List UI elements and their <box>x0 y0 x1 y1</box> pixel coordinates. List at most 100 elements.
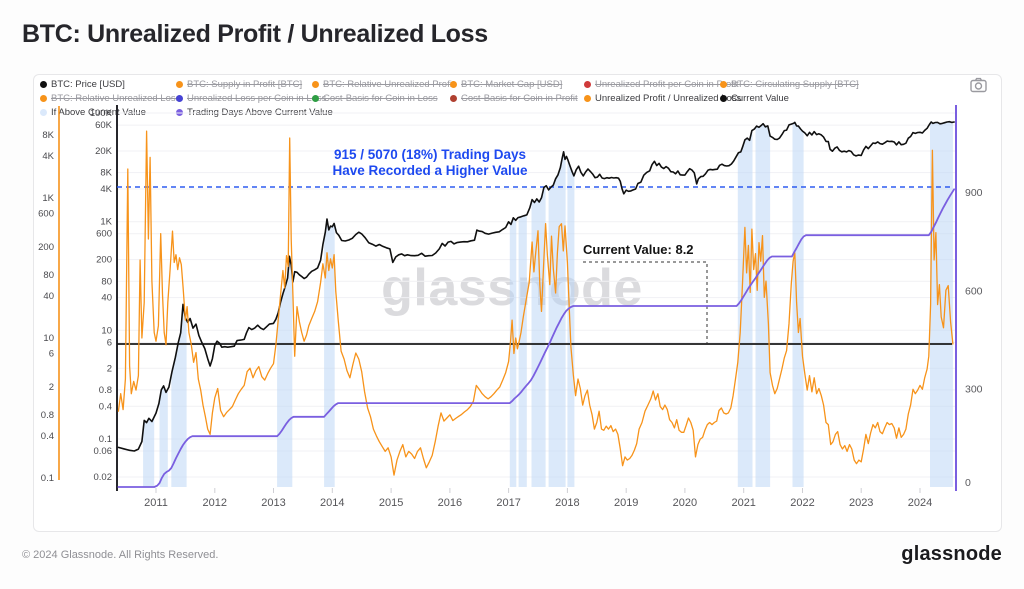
count-tick-label: 600 <box>965 285 983 297</box>
legend-item[interactable]: Unrealized Loss per Coin in Loss <box>176 93 326 104</box>
ratio-tick-label: 10 <box>43 333 54 344</box>
above-current-value-band <box>548 151 566 488</box>
glassnode-logo: glassnode <box>901 543 1002 565</box>
price-tick-label: 2 <box>107 363 112 374</box>
current-value-bracket <box>583 261 708 344</box>
above-current-value-band <box>171 304 187 487</box>
legend-swatch-icon <box>176 95 183 102</box>
x-tick-label: 2022 <box>790 497 814 509</box>
ratio-tick-label: 40 <box>43 291 54 302</box>
above-current-value-band <box>567 158 575 488</box>
ratio-tick-label: 0.8 <box>41 410 54 421</box>
price-tick-label: 6 <box>107 337 112 348</box>
legend-item[interactable]: BTC: Market Cap [USD] <box>450 79 562 90</box>
legend-swatch-icon <box>720 81 727 88</box>
x-tick-label: 2021 <box>731 497 755 509</box>
price-tick-label: 60K <box>95 120 113 131</box>
legend-swatch-icon <box>312 81 319 88</box>
legend-swatch-icon <box>312 95 319 102</box>
legend-swatch-icon <box>40 109 47 116</box>
legend-item-label: BTC: Relative Unrealized Profit <box>323 79 455 90</box>
legend-item[interactable]: Unrealized Profit per Coin in Profit <box>584 79 739 90</box>
count-tick-label: 300 <box>965 384 983 396</box>
legend-swatch-icon <box>450 95 457 102</box>
x-tick-label: 2011 <box>144 497 168 509</box>
ratio-tick-label: 80 <box>43 270 54 281</box>
legend-swatch-icon <box>40 81 47 88</box>
ratio-tick-label: 200 <box>38 242 54 253</box>
legend-item[interactable]: BTC: Circulating Supply [BTC] <box>720 79 859 90</box>
above-current-value-band <box>792 122 804 488</box>
legend-swatch-icon <box>450 81 457 88</box>
legend-item[interactable]: Cost-Basis for Coin in Loss <box>312 93 438 104</box>
legend-item-label: Unrealized Profit / Unrealized Loss <box>595 93 742 104</box>
price-tick-label: 600 <box>96 229 112 240</box>
ratio-tick-label: 2 <box>49 382 54 393</box>
legend-item[interactable]: BTC: Relative Unrealized Loss <box>40 93 180 104</box>
legend-item-label: Cost-Basis for Coin in Loss <box>323 93 438 104</box>
ratio-tick-label: 1K <box>42 193 54 204</box>
legend-swatch-icon <box>176 81 183 88</box>
legend-item-label: Current Value <box>731 93 789 104</box>
trading-days-line <box>117 188 955 488</box>
legend-item[interactable]: BTC: Relative Unrealized Profit <box>312 79 454 90</box>
ratio-tick-label: 8K <box>42 130 54 141</box>
above-current-value-band <box>737 130 753 487</box>
legend-item[interactable]: BTC: Supply in Profit [BTC] <box>176 79 302 90</box>
price-tick-label: 0.4 <box>99 401 112 412</box>
ratio-tick-label: 0.4 <box>41 431 54 442</box>
x-tick-label: 2017 <box>496 497 520 509</box>
x-tick-label: 2013 <box>261 497 285 509</box>
legend-swatch-icon <box>584 95 591 102</box>
annotation-trading-days: 915 / 5070 (18%) Trading Days Have Recor… <box>295 147 565 179</box>
legend-item-label: If Above Current Value <box>51 107 146 118</box>
above-current-value-band <box>509 217 517 488</box>
price-tick-label: 0.8 <box>99 385 112 396</box>
copyright: © 2024 Glassnode. All Rights Reserved. <box>22 549 219 561</box>
legend-item-label: BTC: Relative Unrealized Loss <box>51 93 181 104</box>
legend-item-label: Unrealized Profit per Coin in Profit <box>595 79 739 90</box>
annotation-trading-days-line1: 915 / 5070 (18%) Trading Days <box>333 147 527 162</box>
legend-item[interactable]: Cost-Basis for Coin in Profit <box>450 93 578 104</box>
above-current-value-band <box>324 219 335 487</box>
price-tick-label: 200 <box>96 255 112 266</box>
price-tick-label: 8K <box>100 168 112 179</box>
ratio-tick-label: 600 <box>38 209 54 220</box>
x-tick-label: 2012 <box>203 497 227 509</box>
price-tick-label: 100K <box>90 108 113 119</box>
annotation-trading-days-line2: Have Recorded a Higher Value <box>332 163 528 178</box>
price-tick-label: 40 <box>101 293 112 304</box>
above-current-value-band <box>159 385 168 487</box>
legend-item[interactable]: If Above Current Value <box>40 107 146 118</box>
price-tick-label: 0.1 <box>99 434 112 445</box>
x-tick-label: 2019 <box>614 497 638 509</box>
price-tick-label: 10 <box>101 325 112 336</box>
x-tick-label: 2014 <box>320 497 344 509</box>
ratio-tick-label: 4K <box>42 151 54 162</box>
x-tick-label: 2016 <box>438 497 462 509</box>
price-tick-label: 0.06 <box>94 446 113 457</box>
above-current-value-band <box>518 214 527 487</box>
legend-item-label: BTC: Supply in Profit [BTC] <box>187 79 303 90</box>
x-tick-label: 2020 <box>673 497 697 509</box>
ratio-tick-label: 6 <box>49 349 54 360</box>
above-current-value-band <box>755 123 771 487</box>
above-current-value-band <box>143 416 155 487</box>
legend-swatch-icon <box>584 81 591 88</box>
legend-item-label: Unrealized Loss per Coin in Loss <box>187 93 327 104</box>
ratio-line <box>117 130 954 476</box>
above-current-value-band <box>930 121 953 487</box>
page-title: BTC: Unrealized Profit / Unrealized Loss <box>22 20 488 48</box>
legend-item[interactable]: BTC: Price [USD] <box>40 79 125 90</box>
legend-item[interactable]: Unrealized Profit / Unrealized Loss <box>584 93 741 104</box>
count-tick-label: 900 <box>965 187 983 199</box>
camera-icon[interactable] <box>969 76 989 94</box>
above-current-value-band <box>277 256 293 487</box>
price-tick-label: 20K <box>95 146 113 157</box>
x-tick-label: 2023 <box>849 497 873 509</box>
legend-item-label: BTC: Circulating Supply [BTC] <box>731 79 859 90</box>
price-tick-label: 4K <box>100 184 112 195</box>
legend-item[interactable]: Current Value <box>720 93 789 104</box>
price-tick-label: 0.02 <box>94 472 113 483</box>
